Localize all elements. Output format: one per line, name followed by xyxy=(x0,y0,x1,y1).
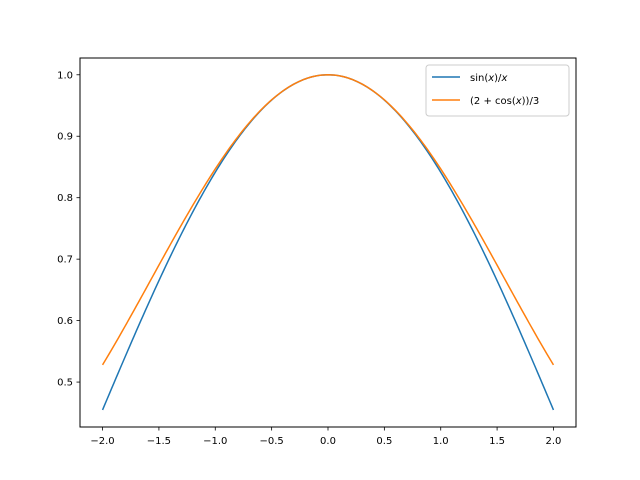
y-tick-label: 1.0 xyxy=(57,70,73,81)
x-tick-label: 2.0 xyxy=(546,436,562,447)
x-tick-label: −2.0 xyxy=(90,436,114,447)
y-tick-label: 0.7 xyxy=(57,255,73,266)
y-axis: 0.5 0.6 0.7 0.8 0.9 1.0 xyxy=(57,70,80,389)
series-line-1 xyxy=(101,74,555,366)
x-tick-label: −1.5 xyxy=(147,436,171,447)
x-tick-label: 0.5 xyxy=(376,436,392,447)
x-tick-label: 0.0 xyxy=(320,436,336,447)
plot-area xyxy=(80,58,576,427)
y-tick-label: 0.6 xyxy=(57,316,73,327)
x-tick-label: −1.0 xyxy=(203,436,227,447)
legend-frame xyxy=(425,64,570,117)
x-tick-label: 1.5 xyxy=(489,436,505,447)
y-tick-label: 0.9 xyxy=(57,132,73,143)
axes-background xyxy=(80,58,576,427)
series-layer xyxy=(101,74,555,411)
x-axis: −2.0 −1.5 −1.0 −0.5 0.0 0.5 1.0 1.5 2.0 xyxy=(90,427,561,447)
y-tick-label: 0.5 xyxy=(57,378,73,389)
x-tick-label: 1.0 xyxy=(433,436,449,447)
y-tick-label: 0.8 xyxy=(57,193,73,204)
legend-label-two-plus-cos-over-three: (2 + cos(x))/3 xyxy=(470,96,539,107)
legend: sin(x)/x (2 + cos(x))/3 xyxy=(425,64,570,117)
legend-label-sinx-over-x: sin(x)/x xyxy=(470,73,507,84)
x-tick-label: −0.5 xyxy=(259,436,283,447)
